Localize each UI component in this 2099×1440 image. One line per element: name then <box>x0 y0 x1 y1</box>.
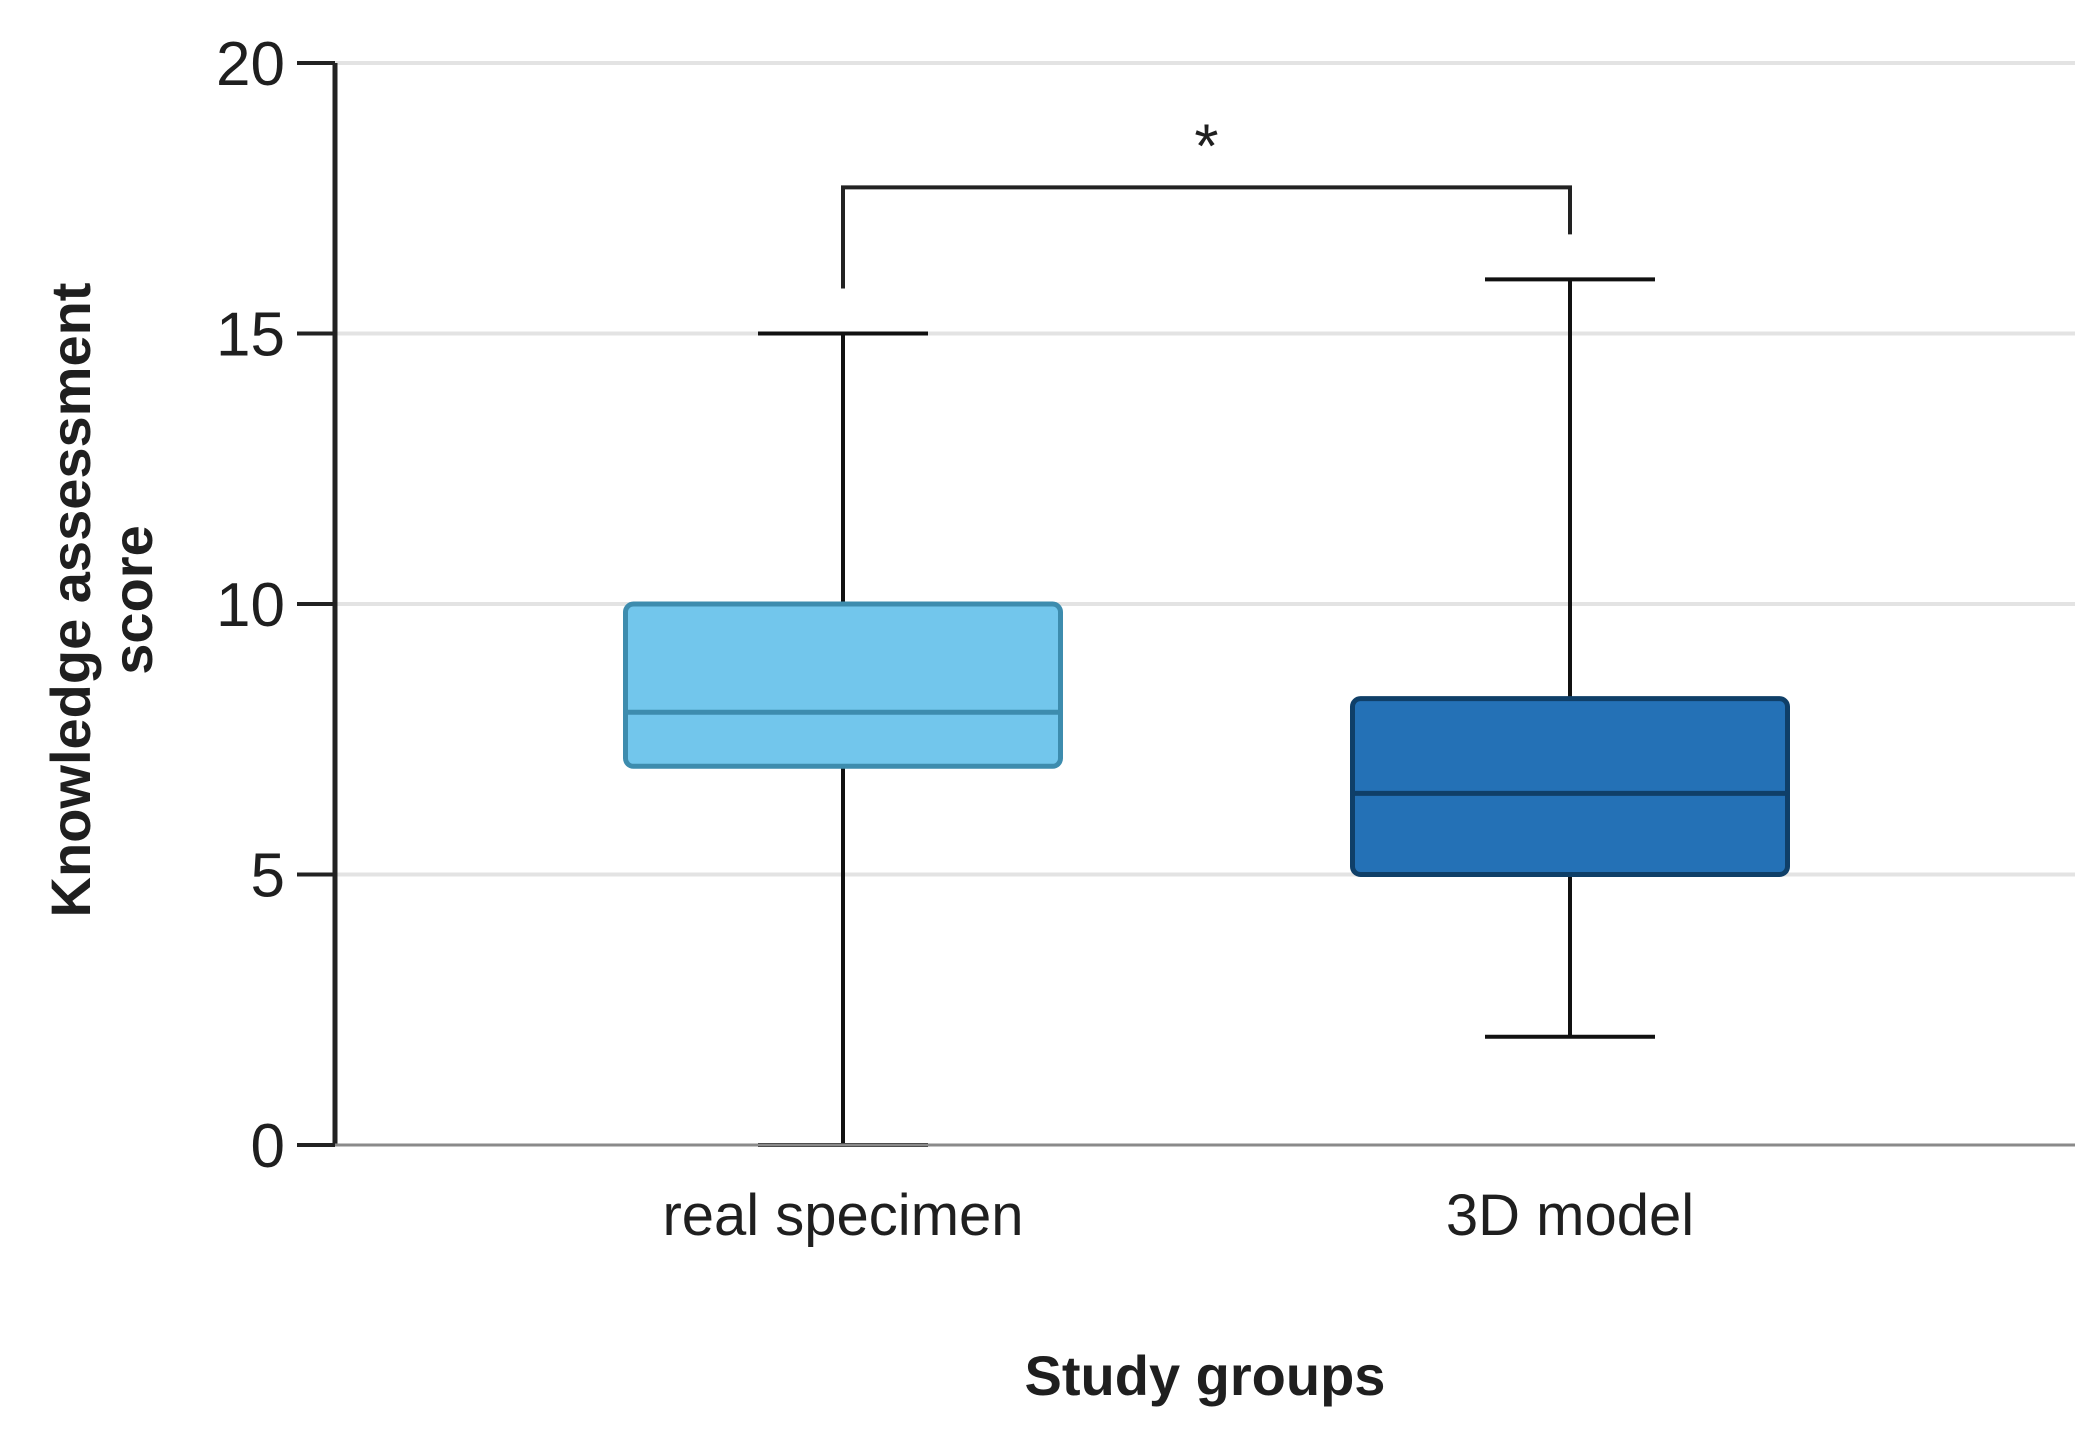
y-tick-label: 15 <box>216 301 285 370</box>
x-category-label: 3D model <box>1446 1183 1694 1248</box>
y-tick-label: 5 <box>251 842 285 911</box>
y-tick-label: 0 <box>251 1112 285 1181</box>
y-axis-title-line: Knowledge assessment <box>39 283 102 918</box>
box-iqr <box>623 601 1063 769</box>
box-group <box>623 331 1063 1147</box>
axes <box>332 63 2075 1147</box>
significance-bracket <box>841 185 1572 289</box>
box-group <box>1350 277 1790 1039</box>
y-tick-label: 20 <box>216 30 285 99</box>
significance-asterisk: * <box>1194 112 1218 181</box>
x-axis-categories: real specimen 3D model <box>662 1183 1694 1248</box>
y-tick-label: 10 <box>216 571 285 640</box>
y-axis-title: Knowledge assessmentscore <box>39 283 164 918</box>
y-axis-title-line: score <box>101 525 164 674</box>
x-category-label: real specimen <box>662 1183 1023 1248</box>
significance-bracket-group: * <box>841 112 1572 289</box>
x-axis-title: Study groups <box>1025 1344 1386 1407</box>
y-axis-ticks: 0 5 10 15 20 <box>216 30 335 1181</box>
gridlines <box>335 61 2075 877</box>
box-iqr <box>1350 696 1790 877</box>
box-series <box>623 277 1790 1147</box>
